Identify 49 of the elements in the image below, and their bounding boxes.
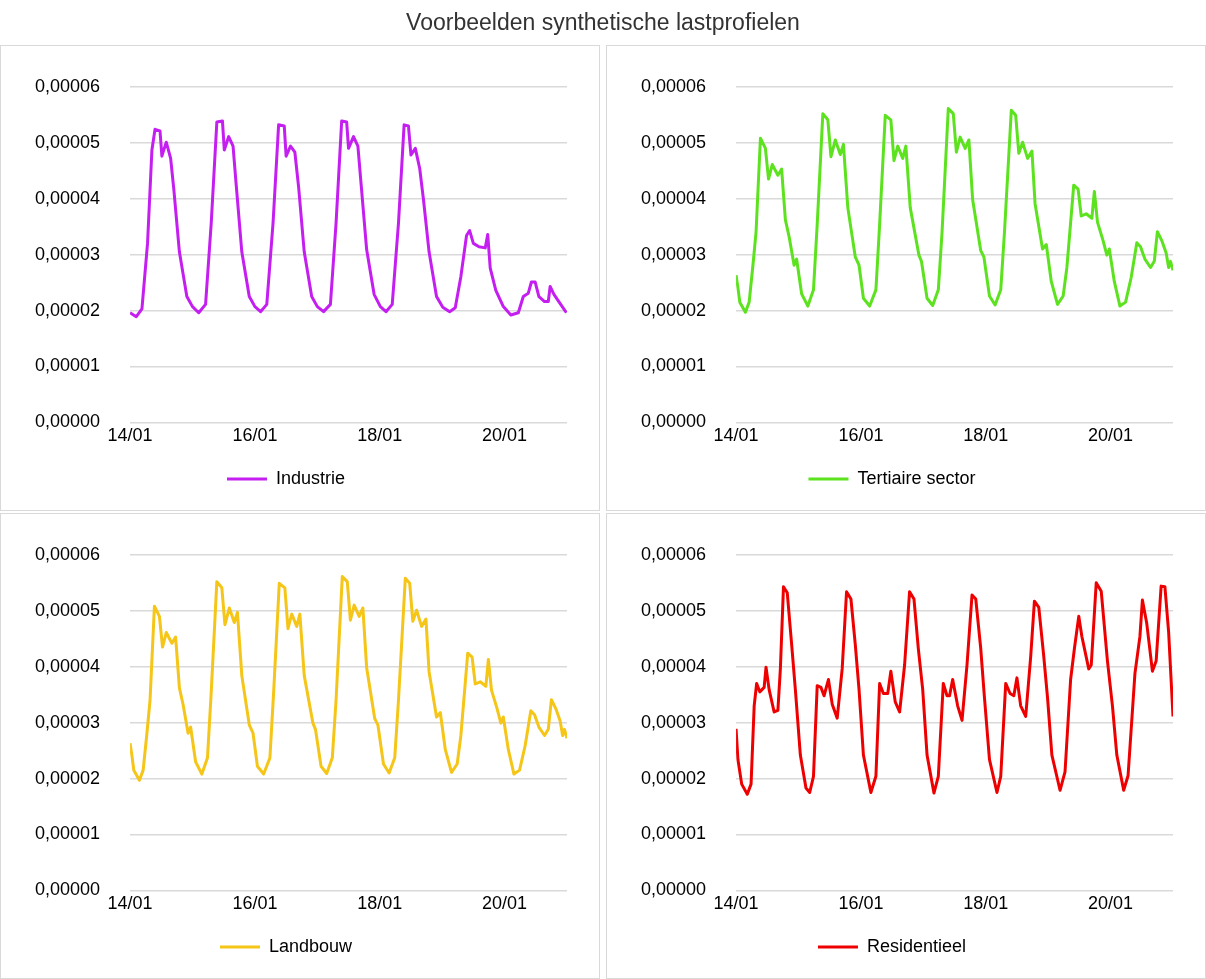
x-tick-label: 20/01 [482, 425, 528, 446]
y-tick-label: 0,00000 [640, 411, 707, 432]
x-tick-label: 16/01 [838, 425, 884, 446]
y-tick-label: 0,00005 [34, 131, 101, 152]
y-tick-label: 0,00006 [34, 543, 101, 564]
y-tick-label: 0,00005 [640, 131, 707, 152]
y-tick-label: 0,00002 [34, 299, 101, 320]
y-tick-label: 0,00004 [640, 187, 707, 208]
y-tick-label: 0,00002 [34, 767, 101, 788]
y-tick-label: 0,00001 [640, 823, 707, 844]
x-tick-label: 16/01 [838, 893, 884, 914]
x-tick-label: 14/01 [713, 425, 759, 446]
legend-label: Industrie [275, 467, 346, 488]
legend-label: Residentieel [866, 935, 967, 956]
legend-label: Landbouw [268, 935, 354, 956]
x-tick-label: 18/01 [963, 425, 1009, 446]
y-tick-label: 0,00001 [34, 823, 101, 844]
y-tick-label: 0,00002 [640, 299, 707, 320]
y-tick-label: 0,00006 [640, 543, 707, 564]
x-tick-label: 14/01 [713, 893, 759, 914]
x-tick-label: 16/01 [232, 425, 278, 446]
y-tick-label: 0,00000 [34, 879, 101, 900]
y-tick-label: 0,00003 [640, 711, 707, 732]
x-tick-label: 18/01 [963, 893, 1009, 914]
y-tick-label: 0,00004 [34, 655, 101, 676]
y-tick-label: 0,00001 [34, 355, 101, 376]
x-tick-label: 14/01 [107, 893, 153, 914]
x-tick-label: 18/01 [357, 893, 403, 914]
x-tick-label: 20/01 [1088, 425, 1134, 446]
y-tick-label: 0,00003 [34, 243, 101, 264]
y-tick-label: 0,00000 [640, 879, 707, 900]
legend-label: Tertiaire sector [857, 467, 976, 488]
y-tick-label: 0,00001 [640, 355, 707, 376]
x-tick-label: 14/01 [107, 425, 153, 446]
x-tick-label: 20/01 [1088, 893, 1134, 914]
x-tick-label: 20/01 [482, 893, 528, 914]
y-tick-label: 0,00000 [34, 411, 101, 432]
y-tick-label: 0,00005 [34, 599, 101, 620]
y-tick-label: 0,00002 [640, 767, 707, 788]
y-tick-label: 0,00003 [34, 711, 101, 732]
y-tick-label: 0,00004 [34, 187, 101, 208]
chart-title: Voorbeelden synthetische lastprofielen [405, 8, 801, 37]
y-tick-label: 0,00006 [34, 75, 101, 96]
y-tick-label: 0,00005 [640, 599, 707, 620]
y-tick-label: 0,00006 [640, 75, 707, 96]
y-tick-label: 0,00003 [640, 243, 707, 264]
y-tick-label: 0,00004 [640, 655, 707, 676]
x-tick-label: 16/01 [232, 893, 278, 914]
x-tick-label: 18/01 [357, 425, 403, 446]
